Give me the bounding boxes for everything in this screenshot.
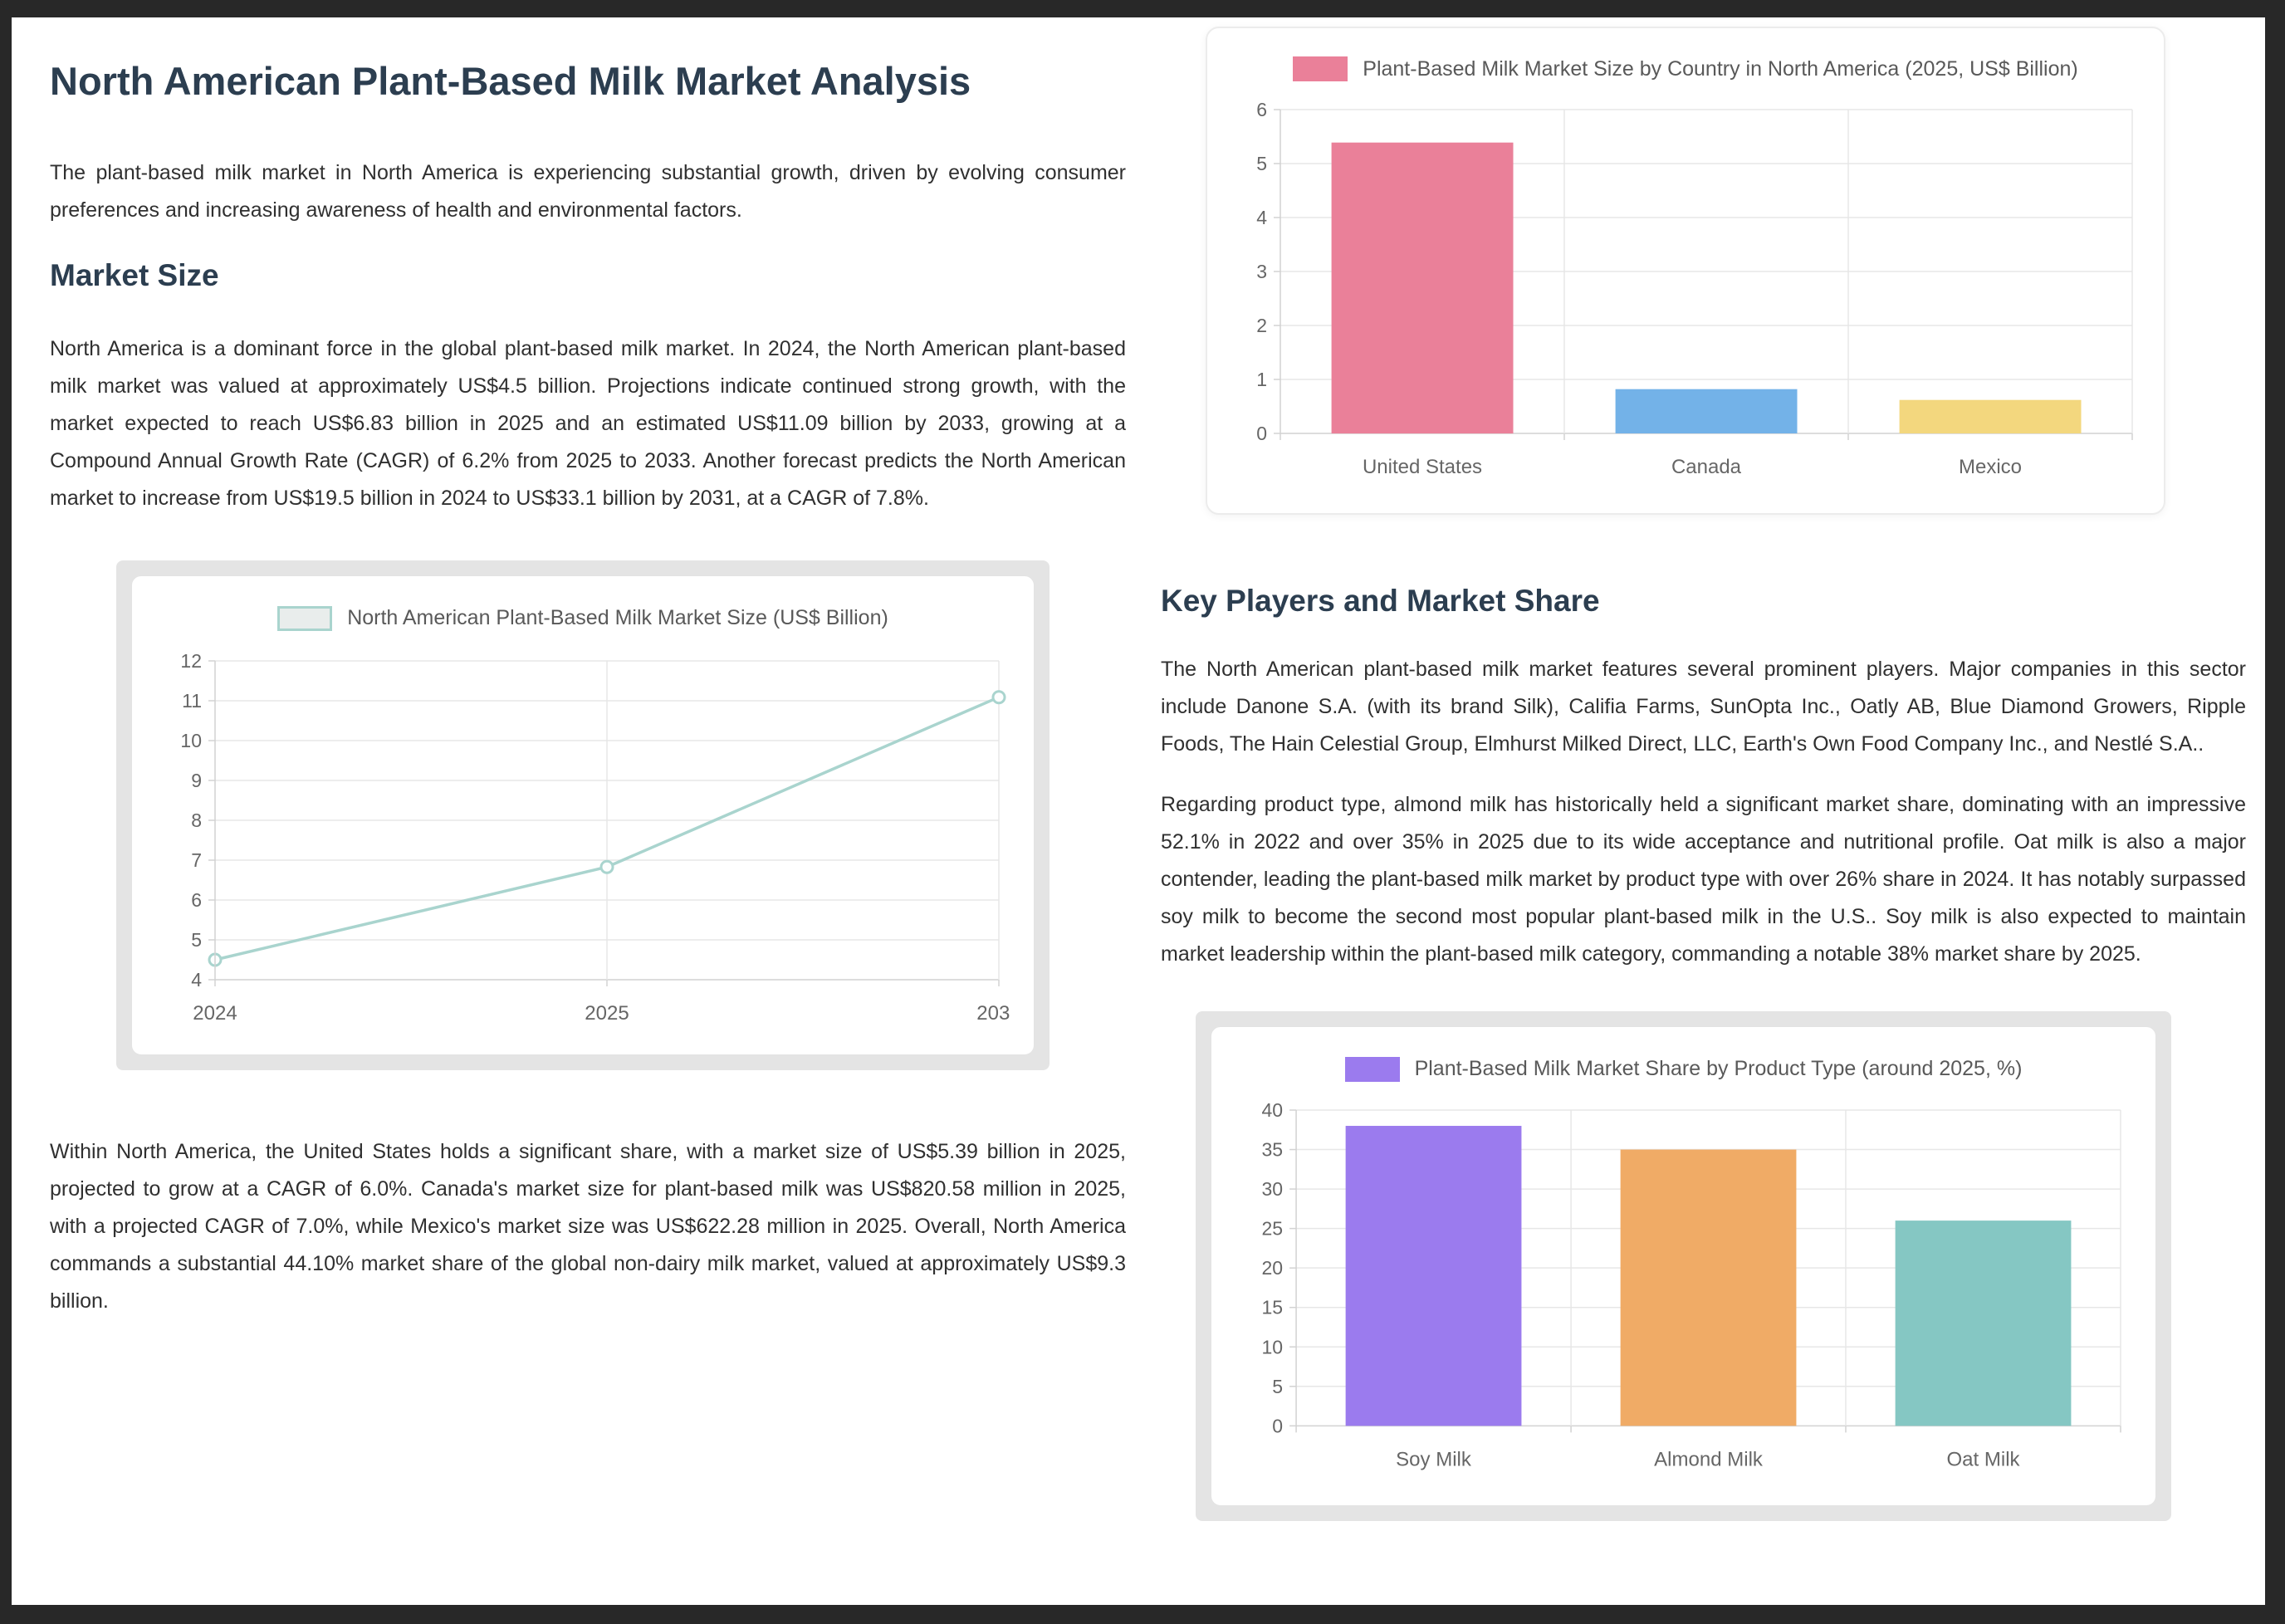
- y-tick-label: 12: [180, 650, 202, 672]
- bar-mexico: [1899, 399, 2082, 433]
- y-tick-label: 6: [191, 889, 202, 911]
- legend-swatch: [1293, 56, 1348, 81]
- y-tick-label: 0: [1272, 1415, 1283, 1436]
- product-share-bar-chart: Plant-Based Milk Market Share by Product…: [1211, 1025, 2156, 1507]
- key-players-paragraph-1: The North American plant-based milk mark…: [1161, 657, 2246, 756]
- chart-canvas: 0 1 2 3 4 5 6 United States Canada Mexico: [1256, 100, 2133, 478]
- y-tick-label: 4: [1256, 207, 1267, 228]
- y-tick-label: 9: [191, 770, 202, 791]
- x-category-label: 2025: [585, 1002, 629, 1025]
- chart-canvas: 4 5 6 7 8 9 10 11 12 2024 2025 2033: [180, 650, 1010, 1025]
- y-tick-label: 5: [191, 929, 202, 951]
- chart-legend[interactable]: Plant-Based Milk Market Size by Country …: [1227, 56, 2144, 81]
- y-tick-label: 0: [1256, 423, 1267, 444]
- point-2025: [599, 859, 614, 874]
- y-tick-label: 40: [1261, 1100, 1283, 1121]
- legend-swatch: [1344, 1056, 1400, 1082]
- y-tick-label: 1: [1256, 369, 1267, 390]
- x-category-label: Canada: [1671, 456, 1742, 478]
- y-tick-label: 8: [191, 810, 202, 831]
- bar-oat-milk: [1895, 1220, 2072, 1426]
- legend-label: Plant-Based Milk Market Share by Product…: [1414, 1057, 2023, 1081]
- y-tick-label: 10: [180, 730, 202, 751]
- bar-united-states: [1331, 142, 1514, 434]
- y-tick-label: 7: [191, 849, 202, 871]
- y-tick-label: 20: [1261, 1257, 1283, 1279]
- x-category-label: Oat Milk: [1946, 1448, 2020, 1470]
- legend-label: Plant-Based Milk Market Size by Country …: [1363, 56, 2078, 81]
- x-category-label: 2033: [976, 1002, 1010, 1025]
- y-tick-label: 35: [1261, 1138, 1283, 1160]
- x-category-label: Soy Milk: [1396, 1448, 1472, 1470]
- point-2033: [991, 689, 1006, 704]
- legend-swatch: [277, 605, 333, 631]
- y-tick-label: 4: [191, 969, 202, 991]
- y-tick-label: 5: [1256, 153, 1267, 174]
- market-size-paragraph-1: North America is a dominant force in the…: [50, 336, 1126, 510]
- y-tick-label: 5: [1272, 1376, 1283, 1397]
- y-tick-label: 3: [1256, 261, 1267, 282]
- x-category-label: United States: [1363, 456, 1482, 478]
- x-category-label: Mexico: [1959, 456, 2022, 478]
- y-tick-label: 10: [1261, 1336, 1283, 1357]
- y-tick-label: 15: [1261, 1297, 1283, 1318]
- country-bar-chart: Plant-Based Milk Market Size by Country …: [1206, 27, 2165, 515]
- x-category-label: 2024: [193, 1002, 237, 1025]
- product-share-bar-chart-frame: Plant-Based Milk Market Share by Product…: [1196, 1010, 2171, 1522]
- y-tick-label: 30: [1261, 1178, 1283, 1200]
- right-column: Plant-Based Milk Market Size by Country …: [1161, 27, 2246, 1522]
- bar-canada: [1615, 389, 1798, 433]
- x-category-label: Almond Milk: [1654, 1448, 1764, 1470]
- market-size-line-chart-frame: North American Plant-Based Milk Market S…: [116, 560, 1050, 1070]
- y-tick-label: 2: [1256, 315, 1267, 336]
- legend-label: North American Plant-Based Milk Market S…: [347, 606, 888, 630]
- left-column: North American Plant-Based Milk Market A…: [50, 46, 1126, 1320]
- market-size-line-chart: North American Plant-Based Milk Market S…: [131, 575, 1035, 1055]
- section-heading-key-players: Key Players and Market Share: [1161, 584, 1600, 618]
- bar-soy-milk: [1345, 1125, 1522, 1426]
- chart-legend[interactable]: North American Plant-Based Milk Market S…: [155, 605, 1010, 631]
- y-tick-label: 6: [1256, 100, 1267, 120]
- page-title: North American Plant-Based Milk Market A…: [50, 59, 971, 103]
- chart-canvas: 0 5 10 15 20 25 30 35 40 Soy Milk Almond Milk Oat M…: [1261, 1100, 2121, 1470]
- intro-paragraph: The plant-based milk market in North Ame…: [50, 160, 1126, 222]
- key-players-paragraph-2: Regarding product type, almond milk has …: [1161, 792, 2246, 966]
- market-size-paragraph-2: Within North America, the United States …: [50, 1139, 1126, 1313]
- chart-legend[interactable]: Plant-Based Milk Market Share by Product…: [1235, 1056, 2132, 1082]
- y-tick-label: 11: [182, 690, 202, 712]
- section-heading-market-size: Market Size: [50, 257, 219, 292]
- document-page: North American Plant-Based Milk Market A…: [12, 17, 2265, 1605]
- bar-almond-milk: [1620, 1149, 1797, 1426]
- y-tick-label: 25: [1261, 1217, 1283, 1239]
